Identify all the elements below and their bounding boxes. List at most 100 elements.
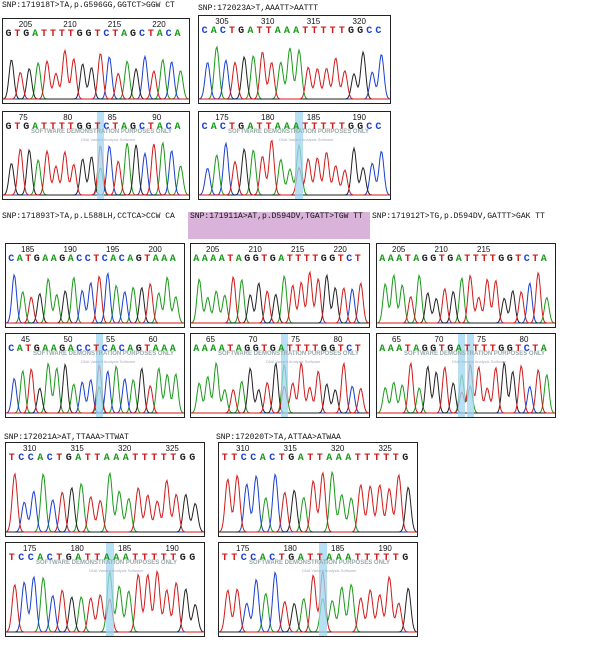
trace-T bbox=[219, 471, 417, 533]
base-call: G bbox=[130, 29, 137, 40]
base-call: G bbox=[498, 344, 506, 355]
base-call: T bbox=[56, 453, 64, 464]
position-number: 90 bbox=[152, 113, 162, 122]
base-call: C bbox=[103, 29, 111, 40]
base-call: A bbox=[152, 344, 160, 355]
base-call: G bbox=[402, 553, 410, 564]
base-call: C bbox=[103, 122, 111, 133]
position-number: 65 bbox=[206, 335, 215, 344]
position-number: 210 bbox=[434, 245, 448, 254]
base-call: A bbox=[152, 254, 160, 265]
chromatogram-panel: 205 210 215 220 G T G A T T T T G G T C T A G C T A C A bbox=[2, 18, 190, 104]
base-call: A bbox=[455, 254, 463, 265]
base-call: G bbox=[5, 122, 13, 133]
trace-plot bbox=[219, 470, 417, 533]
base-call: A bbox=[156, 29, 164, 40]
base-call: A bbox=[122, 553, 130, 564]
variant-highlight bbox=[295, 112, 303, 199]
watermark-text: SOFTWARE DEMONSTRATION PURPOSES ONLY bbox=[249, 560, 391, 566]
trace-plot bbox=[3, 141, 189, 196]
base-call: A bbox=[540, 344, 548, 355]
position-number: 215 bbox=[107, 20, 122, 29]
base-call: T bbox=[320, 122, 328, 133]
base-call: G bbox=[357, 26, 365, 37]
base-call: A bbox=[293, 122, 300, 133]
base-call: A bbox=[396, 254, 404, 265]
base-call: T bbox=[112, 29, 120, 40]
watermark-text: SOFTWARE DEMONSTRATION PURPOSES ONLY bbox=[36, 560, 178, 566]
position-number: 190 bbox=[378, 544, 392, 553]
base-call: T bbox=[227, 344, 235, 355]
chromatogram-panel: 45 50 55 60 C A T G A A G A C C T C A C A G T A A A SOFTWARE DEM… bbox=[5, 333, 185, 418]
trace-plot bbox=[377, 361, 555, 414]
snp-label-5: SNP:171912T>TG,p.D594DV,GATTT>GAK TT bbox=[372, 212, 545, 221]
trace-G bbox=[3, 59, 189, 100]
chromatogram-panel: 205 210 215 A A A T A G G T G A T T T T G G T C T A bbox=[376, 243, 556, 328]
base-call: T bbox=[392, 553, 400, 564]
base-call: T bbox=[132, 553, 140, 564]
position-number: 75 bbox=[477, 335, 486, 344]
base-call: T bbox=[144, 344, 152, 355]
trace-plot bbox=[6, 471, 204, 533]
base-call: A bbox=[387, 254, 395, 265]
base-call: G bbox=[33, 344, 41, 355]
base-call: A bbox=[201, 344, 209, 355]
base-call: A bbox=[174, 29, 182, 40]
base-call: A bbox=[201, 254, 209, 265]
base-call: C bbox=[240, 453, 248, 464]
base-call: T bbox=[151, 553, 159, 564]
base-call: A bbox=[379, 254, 387, 265]
base-call: T bbox=[302, 122, 310, 133]
base-call: G bbox=[320, 344, 328, 355]
base-call: A bbox=[16, 254, 24, 265]
watermark-subtext: DNA Variant Analysis Software bbox=[81, 137, 136, 142]
snp-label-7: SNP:172020T>TA,ATTAA>ATWAA bbox=[216, 433, 341, 442]
base-call: T bbox=[170, 553, 178, 564]
base-call: T bbox=[383, 553, 391, 564]
base-call: G bbox=[59, 344, 67, 355]
base-call: G bbox=[252, 254, 260, 265]
position-number: 315 bbox=[283, 444, 297, 453]
base-call: A bbox=[274, 26, 282, 37]
base-call: T bbox=[295, 344, 303, 355]
base-call: T bbox=[112, 122, 120, 133]
base-call: T bbox=[49, 29, 57, 40]
base-call: T bbox=[231, 453, 239, 464]
base-call: A bbox=[283, 122, 291, 133]
base-call: C bbox=[27, 453, 35, 464]
base-call: A bbox=[247, 122, 255, 133]
variant-highlight bbox=[96, 112, 104, 199]
variant-highlight bbox=[458, 334, 466, 417]
base-call: A bbox=[16, 344, 24, 355]
base-call: C bbox=[346, 344, 354, 355]
base-call: A bbox=[345, 553, 353, 564]
base-call: A bbox=[113, 453, 121, 464]
position-number: 310 bbox=[23, 444, 37, 453]
base-call: T bbox=[329, 122, 337, 133]
position-number: 320 bbox=[118, 444, 132, 453]
base-call: A bbox=[67, 254, 75, 265]
base-call: T bbox=[364, 553, 372, 564]
snp-label-4: SNP:171911A>AT,p.D594DV,TGATT>TGW TT bbox=[188, 212, 370, 239]
base-call: T bbox=[364, 453, 372, 464]
base-call: T bbox=[404, 254, 412, 265]
base-call: A bbox=[387, 344, 395, 355]
base-call: T bbox=[472, 344, 480, 355]
base-call: A bbox=[413, 344, 421, 355]
base-call: G bbox=[76, 29, 84, 40]
base-call: A bbox=[210, 254, 218, 265]
trace-G bbox=[6, 286, 184, 324]
position-number: 70 bbox=[434, 335, 444, 344]
base-call: T bbox=[338, 26, 346, 37]
trace-plot bbox=[6, 569, 204, 633]
position-number: 190 bbox=[165, 544, 179, 553]
trace-T bbox=[191, 361, 369, 414]
base-call: T bbox=[14, 29, 22, 40]
base-call: T bbox=[464, 344, 472, 355]
position-number: 55 bbox=[106, 335, 115, 344]
base-call: T bbox=[320, 26, 328, 37]
base-call: A bbox=[210, 344, 218, 355]
trace-G bbox=[199, 50, 390, 100]
base-call: G bbox=[23, 122, 31, 133]
